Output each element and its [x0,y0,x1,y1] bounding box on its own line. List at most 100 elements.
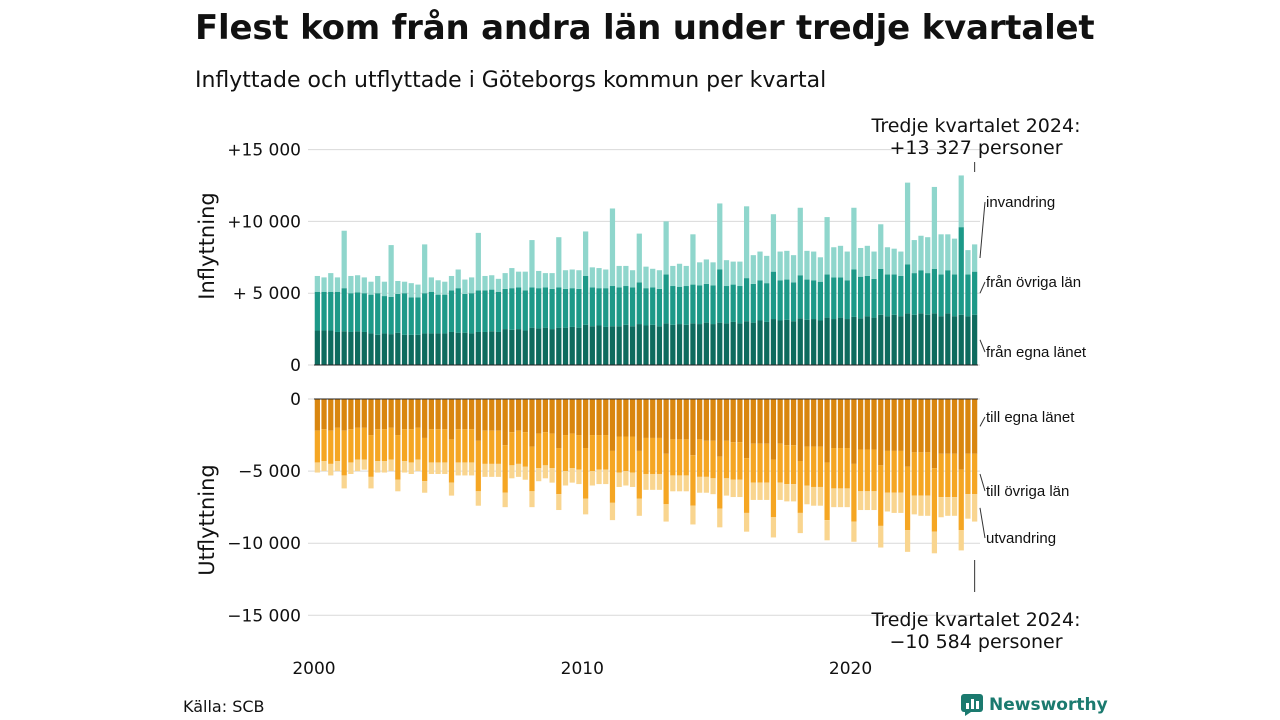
bar-in-2-25 [482,275,488,291]
bar-in-0-89 [911,314,917,365]
bar-in-1-42 [596,288,602,326]
bar-in-2-48 [636,233,642,283]
bar-out-1-5 [348,429,354,463]
bar-out-1-27 [495,430,502,464]
bar-in-0-7 [361,331,367,365]
bar-out-1-70 [784,445,790,485]
bar-out-1-41 [589,435,595,472]
bar-out-0-44 [609,399,616,451]
bar-in-2-57 [697,262,703,286]
series-label-in-0: från egna länet [986,344,1087,361]
bar-out-1-0 [314,430,320,463]
bar-out-0-55 [683,399,689,440]
bar-in-0-85 [884,316,891,365]
bar-out-0-91 [925,399,931,453]
bar-in-1-77 [831,277,837,320]
bar-in-0-55 [683,324,689,365]
bar-in-0-65 [750,322,756,365]
bar-in-2-80 [851,207,857,270]
bar-in-0-48 [636,324,642,365]
bar-out-0-19 [442,399,448,430]
bar-out-0-48 [636,399,642,451]
bar-out-1-93 [938,453,944,498]
bar-out-0-79 [844,399,850,449]
ytick-top-0: +15 000 [227,141,301,161]
bar-out-0-68 [770,399,777,460]
bar-out-2-25 [482,463,488,477]
bar-out-0-36 [556,399,562,449]
bar-in-1-5 [348,293,354,332]
bar-in-2-9 [375,275,381,294]
bar-out-2-36 [556,494,562,511]
bar-in-2-44 [609,208,616,287]
bar-out-2-80 [851,521,857,542]
bar-in-1-86 [891,274,897,315]
bar-in-0-57 [697,324,703,365]
bar-in-2-47 [629,270,636,288]
bar-in-1-57 [697,285,703,325]
bar-out-1-98 [972,453,978,495]
bar-out-1-73 [804,446,810,486]
xtick-2020: 2020 [829,659,872,679]
bar-out-2-82 [864,491,870,511]
bar-in-1-6 [354,292,361,332]
bar-out-0-45 [616,399,622,437]
bar-out-2-61 [723,478,730,496]
bar-in-0-82 [864,316,870,365]
bar-in-0-71 [790,321,797,365]
bar-out-1-67 [764,443,770,483]
bar-out-1-9 [375,429,381,461]
bar-out-2-5 [348,462,354,474]
bar-out-1-40 [583,448,589,499]
bar-out-1-88 [904,466,911,531]
bar-out-1-6 [354,427,361,460]
bar-in-0-60 [717,322,723,365]
bar-in-0-43 [603,326,609,365]
bar-in-2-7 [361,277,367,294]
bar-in-2-49 [643,266,649,289]
bar-out-0-18 [435,399,441,430]
bar-out-0-17 [428,399,434,430]
bar-in-2-72 [797,207,803,276]
bar-out-0-87 [898,399,904,451]
bar-in-2-83 [871,251,877,279]
bar-out-1-50 [650,437,656,474]
bar-in-1-69 [777,280,783,321]
bar-out-1-79 [844,448,850,489]
bar-out-0-61 [723,399,730,441]
bar-in-1-43 [603,288,609,327]
bar-in-2-56 [690,234,696,285]
bar-in-1-28 [502,288,508,330]
bar-in-2-64 [743,206,750,279]
bar-in-2-0 [314,275,320,292]
bar-out-0-46 [623,399,629,437]
bar-out-1-11 [388,427,394,460]
bar-in-1-11 [388,296,394,335]
bar-in-1-82 [864,275,870,317]
bar-out-2-85 [884,492,891,512]
bar-in-1-41 [589,287,595,327]
ytick-bottom-0: 0 [290,390,301,410]
bar-out-0-93 [938,399,944,454]
bar-out-2-90 [918,495,924,516]
bar-out-2-87 [898,492,904,513]
bar-out-2-79 [844,488,850,508]
bar-in-1-83 [871,278,877,318]
bar-in-0-20 [448,331,455,365]
chart-subtitle: Inflyttade och utflyttade i Göteborgs ko… [195,68,827,93]
bar-out-2-48 [636,498,642,516]
bar-out-2-41 [589,471,595,486]
bar-in-0-16 [422,333,428,365]
bar-out-1-97 [965,453,971,495]
bar-out-0-31 [522,399,528,433]
bar-in-0-26 [489,331,495,365]
chart-title: Flest kom från andra län under tredje kv… [195,8,1095,48]
bar-out-2-50 [650,473,656,490]
bar-in-1-58 [703,283,709,323]
bar-in-1-52 [663,274,669,324]
bar-out-0-0 [314,399,320,431]
bar-in-2-89 [911,240,917,274]
bar-out-2-26 [489,463,495,477]
bar-out-1-72 [797,461,803,513]
bar-in-0-54 [676,324,683,365]
